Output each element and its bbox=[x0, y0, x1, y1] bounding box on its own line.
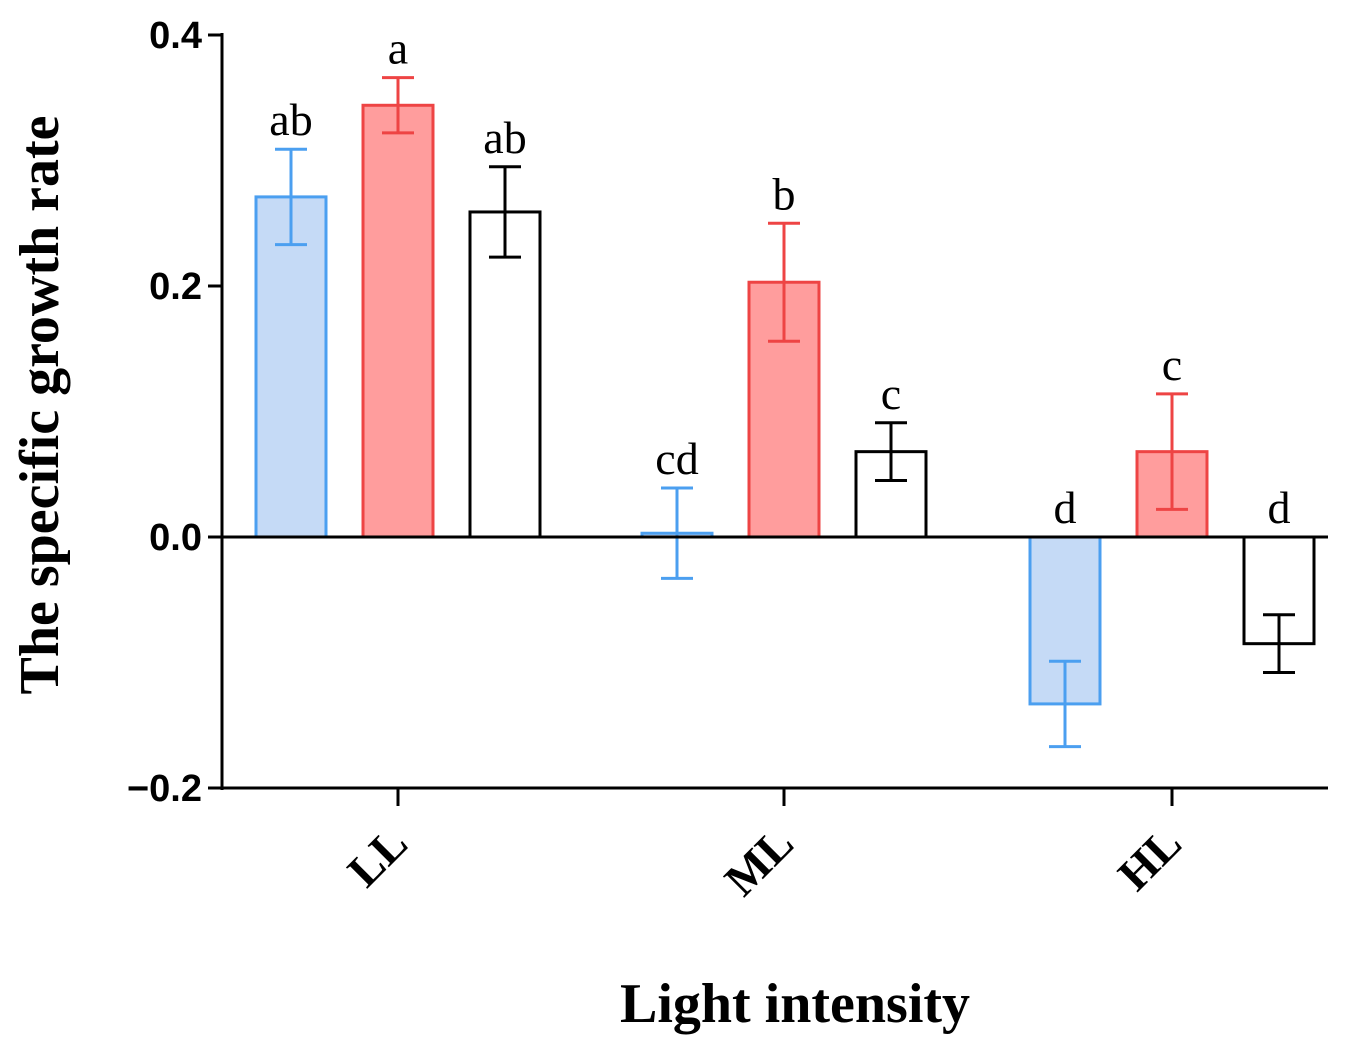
bar-ll-series1 bbox=[254, 195, 328, 539]
y-tick-label: 0.2 bbox=[149, 266, 202, 308]
error-bar-ml-series2 bbox=[768, 221, 800, 343]
axes-layer bbox=[220, 33, 1328, 790]
error-bar-ll-series3 bbox=[489, 165, 521, 259]
significance-label: d bbox=[1268, 482, 1291, 533]
significance-label: ab bbox=[269, 94, 312, 145]
significance-label: c bbox=[881, 368, 901, 419]
error-bars-layer bbox=[275, 76, 1295, 749]
error-bar-ll-series2 bbox=[382, 76, 414, 135]
y-axis-title: The specific growth rate bbox=[9, 115, 71, 694]
x-tick-label-hl: HL bbox=[1108, 817, 1191, 900]
significance-label: b bbox=[773, 168, 796, 219]
y-tick-label: 0.4 bbox=[149, 15, 202, 57]
significance-label: ab bbox=[483, 112, 526, 163]
bar-ll-series2 bbox=[361, 103, 435, 539]
error-bar-ml-series3 bbox=[875, 421, 907, 483]
significance-label: d bbox=[1054, 482, 1077, 533]
error-bar-ll-series1 bbox=[275, 147, 307, 247]
y-tick-label: 0.0 bbox=[149, 517, 202, 559]
x-tick-label-ll: LL bbox=[338, 817, 417, 896]
significance-label: cd bbox=[655, 433, 698, 484]
significance-label: c bbox=[1162, 339, 1182, 390]
bar-ll-series3 bbox=[468, 210, 542, 539]
x-tick-label-ml: ML bbox=[715, 817, 803, 905]
error-bar-hl-series3 bbox=[1263, 613, 1295, 675]
error-bar-hl-series2 bbox=[1156, 392, 1188, 511]
y-tick-label: −0.2 bbox=[127, 768, 202, 810]
error-bar-ml-series1 bbox=[661, 486, 693, 580]
error-bar-hl-series1 bbox=[1049, 659, 1081, 749]
significance-label: a bbox=[388, 23, 408, 74]
x-axis-title: Light intensity bbox=[620, 973, 970, 1035]
